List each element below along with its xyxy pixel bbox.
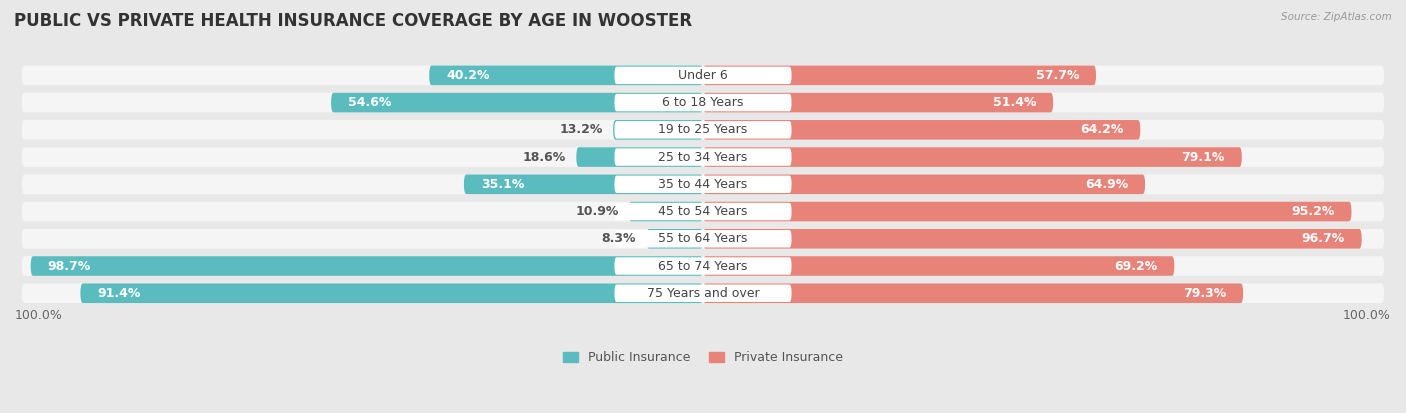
Legend: Public Insurance, Private Insurance: Public Insurance, Private Insurance bbox=[558, 346, 848, 369]
FancyBboxPatch shape bbox=[22, 120, 1384, 140]
Text: PUBLIC VS PRIVATE HEALTH INSURANCE COVERAGE BY AGE IN WOOSTER: PUBLIC VS PRIVATE HEALTH INSURANCE COVER… bbox=[14, 12, 692, 31]
Text: 100.0%: 100.0% bbox=[1343, 309, 1391, 322]
FancyBboxPatch shape bbox=[703, 229, 1361, 249]
FancyBboxPatch shape bbox=[22, 66, 1384, 85]
FancyBboxPatch shape bbox=[31, 256, 703, 276]
FancyBboxPatch shape bbox=[614, 66, 792, 84]
FancyBboxPatch shape bbox=[614, 176, 792, 193]
FancyBboxPatch shape bbox=[22, 202, 1384, 221]
FancyBboxPatch shape bbox=[80, 283, 703, 303]
Text: 35.1%: 35.1% bbox=[481, 178, 524, 191]
FancyBboxPatch shape bbox=[703, 93, 1053, 112]
FancyBboxPatch shape bbox=[703, 256, 1174, 276]
FancyBboxPatch shape bbox=[614, 148, 792, 166]
FancyBboxPatch shape bbox=[628, 202, 703, 221]
FancyBboxPatch shape bbox=[22, 256, 1384, 276]
FancyBboxPatch shape bbox=[22, 147, 1384, 167]
Text: 79.3%: 79.3% bbox=[1182, 287, 1226, 300]
FancyBboxPatch shape bbox=[703, 202, 1351, 221]
Text: 6 to 18 Years: 6 to 18 Years bbox=[662, 96, 744, 109]
Text: 91.4%: 91.4% bbox=[97, 287, 141, 300]
FancyBboxPatch shape bbox=[703, 147, 1241, 167]
Text: 64.2%: 64.2% bbox=[1080, 123, 1123, 136]
FancyBboxPatch shape bbox=[614, 230, 792, 247]
Text: 65 to 74 Years: 65 to 74 Years bbox=[658, 259, 748, 273]
Text: 19 to 25 Years: 19 to 25 Years bbox=[658, 123, 748, 136]
Text: 45 to 54 Years: 45 to 54 Years bbox=[658, 205, 748, 218]
FancyBboxPatch shape bbox=[614, 121, 792, 138]
FancyBboxPatch shape bbox=[703, 283, 1243, 303]
Text: 25 to 34 Years: 25 to 34 Years bbox=[658, 151, 748, 164]
Text: 13.2%: 13.2% bbox=[560, 123, 603, 136]
FancyBboxPatch shape bbox=[464, 175, 703, 194]
Text: 75 Years and over: 75 Years and over bbox=[647, 287, 759, 300]
Text: Under 6: Under 6 bbox=[678, 69, 728, 82]
FancyBboxPatch shape bbox=[647, 229, 703, 249]
Text: 55 to 64 Years: 55 to 64 Years bbox=[658, 232, 748, 245]
Text: 8.3%: 8.3% bbox=[602, 232, 637, 245]
FancyBboxPatch shape bbox=[703, 66, 1097, 85]
Text: 51.4%: 51.4% bbox=[993, 96, 1036, 109]
Text: 54.6%: 54.6% bbox=[349, 96, 391, 109]
FancyBboxPatch shape bbox=[703, 175, 1144, 194]
Text: 100.0%: 100.0% bbox=[15, 309, 63, 322]
FancyBboxPatch shape bbox=[330, 93, 703, 112]
Text: 18.6%: 18.6% bbox=[523, 151, 567, 164]
FancyBboxPatch shape bbox=[576, 147, 703, 167]
FancyBboxPatch shape bbox=[613, 120, 703, 140]
FancyBboxPatch shape bbox=[614, 94, 792, 112]
FancyBboxPatch shape bbox=[614, 257, 792, 275]
Text: 69.2%: 69.2% bbox=[1114, 259, 1157, 273]
FancyBboxPatch shape bbox=[703, 120, 1140, 140]
Text: 79.1%: 79.1% bbox=[1181, 151, 1225, 164]
Text: 96.7%: 96.7% bbox=[1302, 232, 1344, 245]
Text: 95.2%: 95.2% bbox=[1291, 205, 1334, 218]
FancyBboxPatch shape bbox=[429, 66, 703, 85]
FancyBboxPatch shape bbox=[22, 283, 1384, 303]
Text: 98.7%: 98.7% bbox=[48, 259, 91, 273]
FancyBboxPatch shape bbox=[22, 229, 1384, 249]
Text: 40.2%: 40.2% bbox=[446, 69, 489, 82]
Text: 10.9%: 10.9% bbox=[575, 205, 619, 218]
Text: 35 to 44 Years: 35 to 44 Years bbox=[658, 178, 748, 191]
Text: Source: ZipAtlas.com: Source: ZipAtlas.com bbox=[1281, 12, 1392, 22]
Text: 57.7%: 57.7% bbox=[1035, 69, 1078, 82]
FancyBboxPatch shape bbox=[614, 203, 792, 220]
FancyBboxPatch shape bbox=[22, 175, 1384, 194]
FancyBboxPatch shape bbox=[614, 285, 792, 302]
FancyBboxPatch shape bbox=[22, 93, 1384, 112]
Text: 64.9%: 64.9% bbox=[1085, 178, 1128, 191]
